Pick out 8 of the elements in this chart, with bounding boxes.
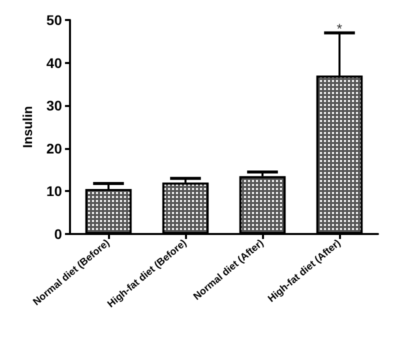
y-tick-label: 50 (46, 12, 62, 28)
y-tick-label: 0 (54, 226, 62, 242)
y-tick-label: 20 (46, 140, 62, 156)
y-tick-label: 30 (46, 98, 62, 114)
y-tick-label: 10 (46, 183, 62, 200)
y-tick-label: 40 (46, 54, 62, 71)
y-axis-title: Insulin (20, 106, 35, 148)
annotation: * (336, 20, 343, 37)
